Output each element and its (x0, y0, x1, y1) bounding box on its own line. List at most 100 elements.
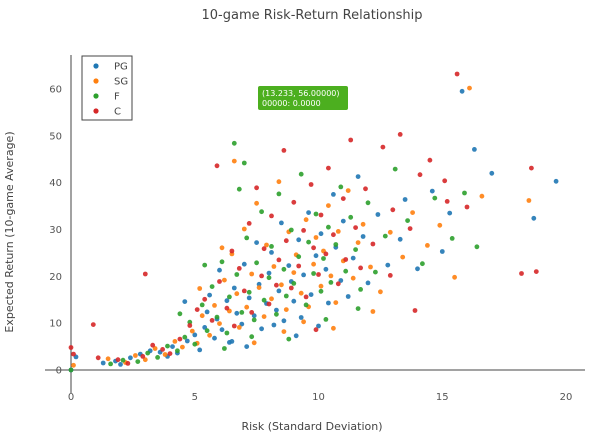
data-point[interactable] (340, 196, 346, 202)
legend-label[interactable]: C (114, 107, 121, 118)
data-point[interactable] (368, 264, 373, 270)
data-point[interactable] (142, 357, 148, 363)
data-point[interactable] (291, 199, 297, 205)
data-point[interactable] (308, 292, 314, 297)
data-point[interactable] (217, 321, 222, 326)
data-point[interactable] (464, 204, 470, 210)
data-point[interactable] (236, 186, 242, 192)
data-point[interactable] (355, 174, 361, 180)
data-point[interactable] (365, 200, 371, 206)
data-point[interactable] (303, 294, 309, 300)
data-point[interactable] (333, 300, 339, 305)
data-point[interactable] (234, 272, 240, 277)
data-point[interactable] (343, 268, 349, 274)
data-point[interactable] (326, 203, 331, 209)
data-point[interactable] (217, 267, 222, 273)
data-point[interactable] (254, 240, 259, 246)
data-point[interactable] (427, 157, 433, 163)
data-point[interactable] (390, 207, 396, 213)
data-point[interactable] (459, 88, 465, 94)
data-point[interactable] (231, 140, 237, 146)
data-point[interactable] (397, 132, 403, 137)
data-point[interactable] (380, 144, 386, 150)
data-point[interactable] (345, 188, 351, 194)
data-point[interactable] (269, 296, 274, 302)
data-point[interactable] (241, 261, 247, 267)
data-point[interactable] (259, 326, 264, 332)
data-point[interactable] (182, 334, 188, 340)
data-point[interactable] (281, 266, 287, 272)
data-point[interactable] (175, 348, 180, 354)
data-point[interactable] (286, 336, 292, 342)
data-point[interactable] (125, 361, 131, 366)
data-point[interactable] (370, 241, 376, 247)
data-point[interactable] (231, 285, 237, 291)
legend-label[interactable]: SG (114, 77, 128, 88)
data-point[interactable] (261, 314, 267, 319)
data-point[interactable] (222, 346, 227, 351)
data-point[interactable] (531, 215, 537, 221)
data-point[interactable] (283, 238, 289, 244)
data-point[interactable] (489, 170, 495, 176)
data-point[interactable] (326, 300, 331, 306)
data-point[interactable] (335, 281, 341, 287)
data-point[interactable] (392, 166, 398, 172)
data-point[interactable] (244, 235, 250, 241)
data-point[interactable] (246, 295, 252, 301)
data-point[interactable] (241, 288, 247, 294)
data-point[interactable] (182, 299, 188, 304)
data-point[interactable] (234, 310, 240, 316)
legend[interactable]: PG SG FC (81, 55, 133, 121)
data-point[interactable] (204, 328, 210, 334)
data-point[interactable] (204, 309, 210, 315)
data-point[interactable] (385, 262, 391, 268)
data-point[interactable] (301, 228, 306, 233)
data-point[interactable] (241, 160, 247, 166)
data-point[interactable] (249, 310, 255, 315)
data-point[interactable] (118, 362, 123, 367)
data-point[interactable] (160, 347, 166, 352)
data-point[interactable] (170, 344, 175, 349)
data-point[interactable] (199, 313, 205, 319)
legend-label[interactable]: F (114, 92, 120, 103)
data-point[interactable] (452, 274, 457, 280)
data-point[interactable] (301, 319, 306, 325)
data-point[interactable] (311, 245, 316, 251)
data-point[interactable] (231, 158, 237, 164)
data-point[interactable] (133, 353, 138, 358)
data-point[interactable] (412, 308, 418, 313)
data-point[interactable] (105, 356, 111, 362)
data-point[interactable] (249, 271, 255, 277)
data-point[interactable] (467, 85, 472, 91)
data-point[interactable] (261, 246, 267, 252)
data-point[interactable] (405, 218, 410, 224)
data-point[interactable] (162, 352, 168, 357)
data-point[interactable] (360, 221, 366, 227)
data-point[interactable] (209, 318, 215, 323)
data-point[interactable] (234, 291, 240, 297)
data-point[interactable] (296, 263, 302, 269)
data-point[interactable] (407, 226, 413, 232)
data-point[interactable] (360, 234, 366, 239)
data-point[interactable] (120, 357, 126, 363)
data-point[interactable] (355, 306, 361, 311)
data-point[interactable] (373, 269, 378, 275)
data-point[interactable] (227, 294, 232, 300)
data-point[interactable] (236, 266, 242, 271)
data-point[interactable] (291, 281, 297, 286)
data-point[interactable] (187, 319, 193, 325)
data-point[interactable] (298, 315, 304, 320)
data-point[interactable] (269, 213, 274, 219)
data-point[interactable] (251, 340, 257, 346)
data-point[interactable] (355, 240, 361, 246)
data-point[interactable] (529, 165, 534, 171)
data-point[interactable] (192, 332, 198, 338)
data-point[interactable] (274, 307, 279, 313)
data-point[interactable] (338, 278, 344, 283)
data-point[interactable] (387, 273, 393, 278)
data-point[interactable] (288, 227, 294, 233)
data-point[interactable] (276, 257, 282, 263)
data-point[interactable] (318, 212, 324, 218)
data-point[interactable] (236, 325, 242, 330)
data-point[interactable] (155, 355, 161, 360)
